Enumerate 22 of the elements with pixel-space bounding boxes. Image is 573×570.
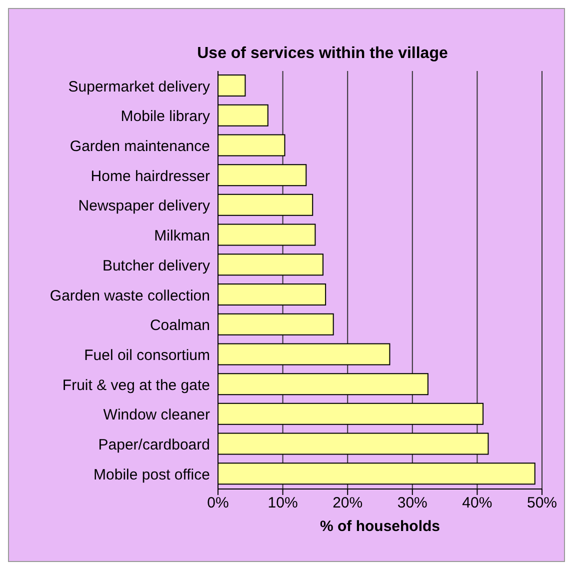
x-tick-label: 50% xyxy=(526,494,558,512)
x-tick-label: 0% xyxy=(207,494,229,512)
x-tick-label: 10% xyxy=(268,494,298,512)
x-tick-label: 40% xyxy=(462,494,492,512)
y-tick-label: Garden maintenance xyxy=(70,138,210,155)
y-tick-label: Paper/cardboard xyxy=(98,436,210,454)
x-axis-title: % of households xyxy=(320,518,440,535)
y-tick-label: Mobile library xyxy=(120,108,210,126)
y-tick-label: Garden waste collection xyxy=(50,287,210,304)
x-tick-label: 20% xyxy=(332,494,363,512)
y-tick-label: Supermarket delivery xyxy=(68,78,210,96)
y-tick-label: Home hairdresser xyxy=(90,168,210,185)
chart-title: Use of services within the village xyxy=(196,45,449,63)
y-tick-label: Mobile post office xyxy=(94,466,210,484)
y-tick-label: Fuel oil consortium xyxy=(84,346,210,364)
y-tick-label: Fruit & veg at the gate xyxy=(62,376,210,394)
y-tick-label: Coalman xyxy=(150,317,210,334)
x-tick-label: 30% xyxy=(397,494,428,512)
y-tick-label: Butcher delivery xyxy=(102,257,210,274)
y-tick-label: Newspaper delivery xyxy=(78,198,210,215)
y-tick-label: Milkman xyxy=(154,228,210,245)
y-tick-label: Window cleaner xyxy=(103,406,210,424)
